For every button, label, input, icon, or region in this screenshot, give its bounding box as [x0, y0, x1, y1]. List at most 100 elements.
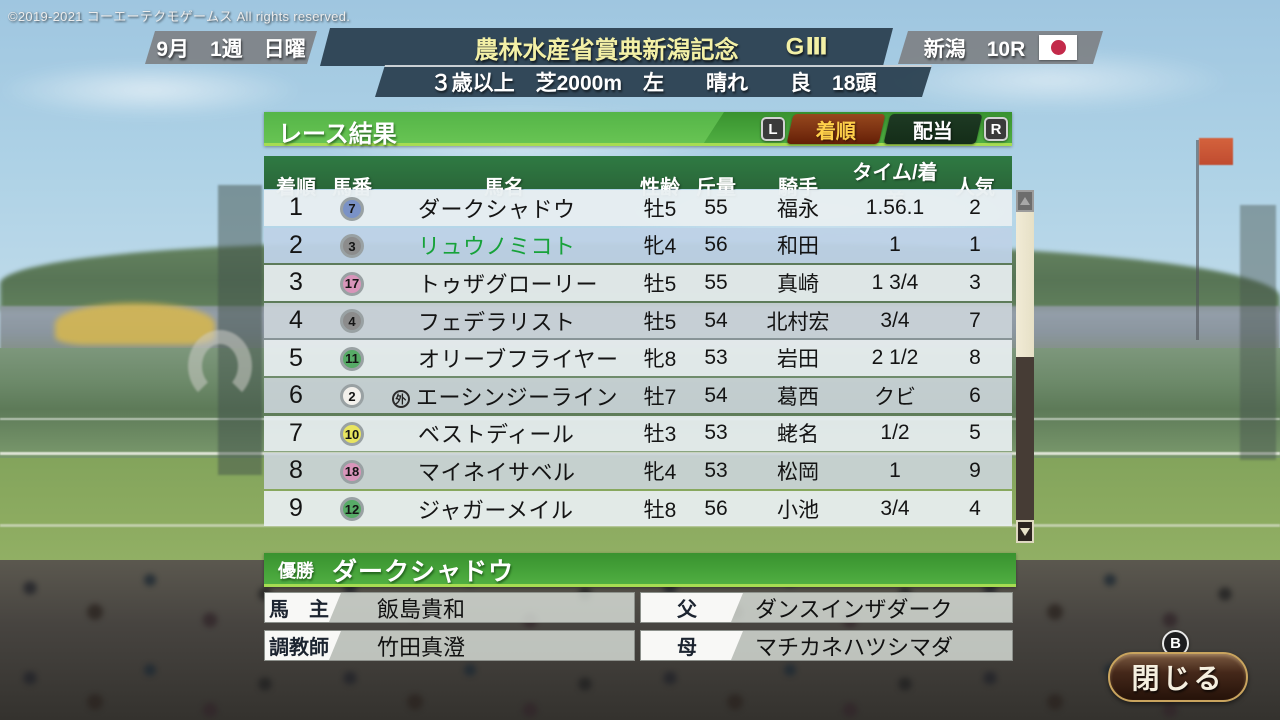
popularity-rank: 6	[969, 383, 981, 407]
table-row[interactable]: 4 4 フェデラリスト 牡5 54 北村宏 3/4 7	[264, 302, 1012, 339]
sex-age: 牝8	[643, 348, 677, 372]
arrow-down-icon	[1020, 527, 1030, 536]
table-row[interactable]: 7 10 ベストディール 牡3 53 蛯名 1/2 5	[264, 415, 1012, 452]
detail-row-dam: 母 マチカネハツシマダ	[640, 630, 1013, 661]
finish-position: 1	[289, 193, 303, 222]
finish-position: 3	[289, 268, 303, 297]
copyright-text: ©2019-2021 コーエーテクモゲームス All rights reserv…	[8, 9, 351, 24]
carried-weight: 53	[704, 346, 728, 370]
popularity-rank: 4	[969, 496, 981, 520]
finish-position: 6	[289, 381, 303, 410]
horse-number-badge: 3	[340, 234, 364, 259]
horse-number-badge: 4	[340, 309, 364, 334]
jockey-name: 小池	[777, 498, 819, 522]
venue-bar: 新潟 10R	[898, 31, 1103, 64]
horse-name: リュウノミコト	[418, 234, 576, 260]
sex-age: 牡5	[643, 272, 677, 296]
tab-finish-order[interactable]: 着順	[786, 114, 886, 144]
scrollbar-track[interactable]	[1016, 357, 1034, 520]
scrollbar-thumb[interactable]	[1016, 212, 1034, 357]
carried-weight: 54	[704, 308, 728, 332]
time-or-margin: 1	[889, 458, 901, 482]
trainer-label: 調教師	[265, 631, 341, 660]
jockey-name: 福永	[777, 197, 819, 221]
horse-number-badge: 7	[340, 196, 364, 221]
sire-label: 父	[641, 593, 743, 622]
japan-flag-icon	[1039, 35, 1077, 60]
sex-age: 牡8	[643, 498, 677, 522]
close-button[interactable]: 閉じる	[1108, 652, 1248, 702]
winner-header: 優勝 ダークシャドウ	[264, 553, 1016, 587]
race-grade-badge: GⅢ	[785, 33, 829, 61]
sex-age: 牡5	[643, 197, 677, 221]
carried-weight: 54	[704, 383, 728, 407]
horse-name: トゥザグローリー	[418, 271, 599, 297]
table-row[interactable]: 3 17 トゥザグローリー 牡5 55 真崎 1 3/4 3	[264, 265, 1012, 301]
time-or-margin: クビ	[874, 385, 916, 409]
venue-label: 新潟 10R	[923, 37, 1026, 61]
carried-weight: 56	[704, 496, 728, 520]
sex-age: 牝4	[643, 235, 677, 259]
horse-number-badge: 10	[340, 422, 364, 447]
detail-row-trainer: 調教師 竹田真澄	[264, 630, 635, 661]
horse-number-badge: 11	[340, 346, 364, 371]
table-row[interactable]: 6 2 外エーシンジーライン 牡7 54 葛西 クビ 6	[264, 377, 1012, 414]
tab-payout[interactable]: 配当	[883, 114, 983, 144]
popularity-rank: 1	[969, 233, 981, 257]
table-scrollbar	[1016, 190, 1034, 543]
jockey-name: 真崎	[777, 272, 819, 296]
results-table-header: 着順 馬番 馬名 性齢 斤量 騎手 タイム/着差 人気	[264, 156, 1012, 213]
background-tower	[1240, 205, 1276, 460]
time-or-margin: 2 1/2	[871, 346, 919, 370]
horse-name: オリーブフライヤー	[418, 347, 619, 373]
race-conditions-bar: ３歳以上 芝2000m 左 晴れ 良 18頭	[375, 65, 932, 97]
table-row[interactable]: 9 12 ジャガーメイル 牡8 56 小池 3/4 4	[264, 490, 1012, 527]
finish-position: 2	[289, 230, 303, 259]
carried-weight: 53	[704, 458, 728, 482]
horse-name: ジャガーメイル	[418, 497, 574, 523]
carried-weight: 56	[704, 233, 728, 257]
popularity-rank: 7	[969, 308, 981, 332]
race-name-bar: 農林水産省賞典新潟記念 GⅢ	[320, 28, 893, 66]
finish-position: 7	[289, 418, 303, 447]
popularity-rank: 2	[969, 195, 981, 219]
arrow-up-icon	[1020, 197, 1030, 205]
time-or-margin: 3/4	[880, 308, 910, 332]
horse-name: マイネイサベル	[418, 459, 576, 485]
table-row[interactable]: 1 7 ダークシャドウ 牡5 55 福永 1.56.1 2	[264, 190, 1012, 226]
horse-number-badge: 17	[340, 271, 364, 296]
horse-number-badge: 18	[340, 459, 364, 484]
horse-name: ダークシャドウ	[418, 196, 576, 222]
background-yellow-tent	[55, 303, 215, 345]
r-bumper-button[interactable]: R	[984, 117, 1008, 141]
sex-age: 牡7	[643, 385, 677, 409]
scroll-down-button[interactable]	[1016, 520, 1034, 543]
time-or-margin: 1/2	[880, 421, 910, 445]
table-row[interactable]: 8 18 マイネイサベル 牝4 53 松岡 1 9	[264, 453, 1012, 489]
scroll-up-button[interactable]	[1016, 190, 1034, 212]
jockey-name: 岩田	[777, 348, 819, 372]
table-row[interactable]: 2 3 リュウノミコト 牝4 56 和田 1 1	[264, 227, 1012, 264]
l-bumper-button[interactable]: L	[761, 117, 785, 141]
horse-name: 外エーシンジーライン	[376, 380, 632, 412]
popularity-rank: 9	[969, 458, 981, 482]
detail-row-sire: 父 ダンスインザダーク	[640, 592, 1013, 623]
dam-label: 母	[641, 631, 743, 660]
sex-age: 牝4	[643, 460, 677, 484]
horse-number-badge: 12	[340, 497, 364, 522]
race-name: 農林水産省賞典新潟記念	[474, 36, 739, 64]
table-row[interactable]: 5 11 オリーブフライヤー 牝8 53 岩田 2 1/2 8	[264, 340, 1012, 376]
horseshoe-sculpture	[188, 330, 252, 402]
time-or-margin: 1	[889, 233, 901, 257]
time-or-margin: 1 3/4	[871, 270, 919, 294]
finish-position: 8	[289, 456, 303, 485]
results-panel-header: レース結果 L 着順 配当 R	[264, 112, 1012, 148]
owner-value: 飯島貴和	[377, 596, 466, 622]
background-orange-flag	[1199, 138, 1233, 165]
finish-position: 4	[289, 306, 303, 335]
sex-age: 牡3	[643, 423, 677, 447]
background-tower	[218, 185, 262, 475]
jockey-name: 北村宏	[766, 310, 830, 334]
popularity-rank: 8	[969, 346, 981, 370]
